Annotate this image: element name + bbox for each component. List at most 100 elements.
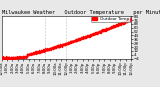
Point <box>60 45 62 46</box>
Point <box>106 29 109 30</box>
Point <box>80 37 83 38</box>
Point <box>2 57 4 58</box>
Point <box>95 32 98 33</box>
Point <box>119 23 121 25</box>
Point <box>70 40 72 42</box>
Point <box>48 49 50 50</box>
Point <box>51 47 53 49</box>
Point <box>51 47 53 49</box>
Point <box>71 41 73 42</box>
Point <box>54 46 56 48</box>
Point <box>36 52 38 53</box>
Point <box>49 49 52 51</box>
Point <box>111 26 113 28</box>
Point <box>73 41 75 42</box>
Point <box>5 56 8 57</box>
Point <box>71 41 73 42</box>
Point <box>90 34 92 36</box>
Point <box>101 29 104 31</box>
Point <box>117 23 119 25</box>
Point <box>49 48 52 50</box>
Point <box>20 57 23 58</box>
Point <box>28 53 30 54</box>
Point <box>49 48 52 50</box>
Point <box>80 38 83 39</box>
Legend: Outdoor Temp: Outdoor Temp <box>91 17 130 22</box>
Point <box>31 53 33 55</box>
Point <box>60 45 62 46</box>
Point <box>60 45 62 46</box>
Point <box>9 58 11 59</box>
Point <box>85 36 88 38</box>
Point <box>40 50 43 51</box>
Point <box>3 57 5 59</box>
Point <box>14 58 16 59</box>
Point <box>121 22 124 24</box>
Point <box>34 51 37 52</box>
Point <box>2 56 4 58</box>
Point <box>94 33 97 34</box>
Point <box>104 28 107 29</box>
Point <box>116 25 118 26</box>
Point <box>53 47 55 48</box>
Point <box>28 53 31 54</box>
Point <box>61 44 64 45</box>
Point <box>87 34 90 35</box>
Point <box>74 40 77 41</box>
Point <box>75 40 78 41</box>
Point <box>65 43 68 44</box>
Point <box>86 36 89 37</box>
Point <box>4 57 6 58</box>
Point <box>80 37 82 39</box>
Point <box>59 44 61 45</box>
Point <box>52 48 55 50</box>
Point <box>68 42 70 44</box>
Point <box>118 23 121 24</box>
Point <box>92 34 94 35</box>
Point <box>88 35 91 37</box>
Point <box>68 42 71 44</box>
Point <box>3 58 6 59</box>
Point <box>41 50 44 51</box>
Point <box>81 37 83 38</box>
Point <box>22 57 25 58</box>
Point <box>4 57 6 58</box>
Point <box>35 52 37 54</box>
Point <box>26 54 28 56</box>
Point <box>48 49 51 50</box>
Point <box>92 34 95 35</box>
Point <box>102 30 105 31</box>
Point <box>82 36 84 38</box>
Point <box>130 18 132 20</box>
Point <box>127 21 129 22</box>
Point <box>27 54 29 56</box>
Point <box>75 40 78 41</box>
Point <box>88 34 90 36</box>
Point <box>3 56 5 58</box>
Point <box>14 57 16 58</box>
Point <box>117 24 119 25</box>
Point <box>70 41 72 42</box>
Point <box>75 40 78 41</box>
Point <box>117 24 120 25</box>
Point <box>56 47 58 48</box>
Point <box>90 35 92 36</box>
Point <box>31 53 34 54</box>
Point <box>67 42 69 43</box>
Point <box>7 56 10 58</box>
Point <box>108 28 110 30</box>
Point <box>97 32 100 34</box>
Point <box>2 57 4 58</box>
Point <box>37 52 40 53</box>
Point <box>11 57 14 59</box>
Point <box>24 56 26 57</box>
Point <box>31 53 33 55</box>
Point <box>0 57 3 59</box>
Point <box>112 25 114 26</box>
Point <box>61 45 64 46</box>
Point <box>13 57 16 58</box>
Point <box>108 27 111 29</box>
Point <box>83 37 86 38</box>
Point <box>91 34 93 35</box>
Point <box>122 23 124 24</box>
